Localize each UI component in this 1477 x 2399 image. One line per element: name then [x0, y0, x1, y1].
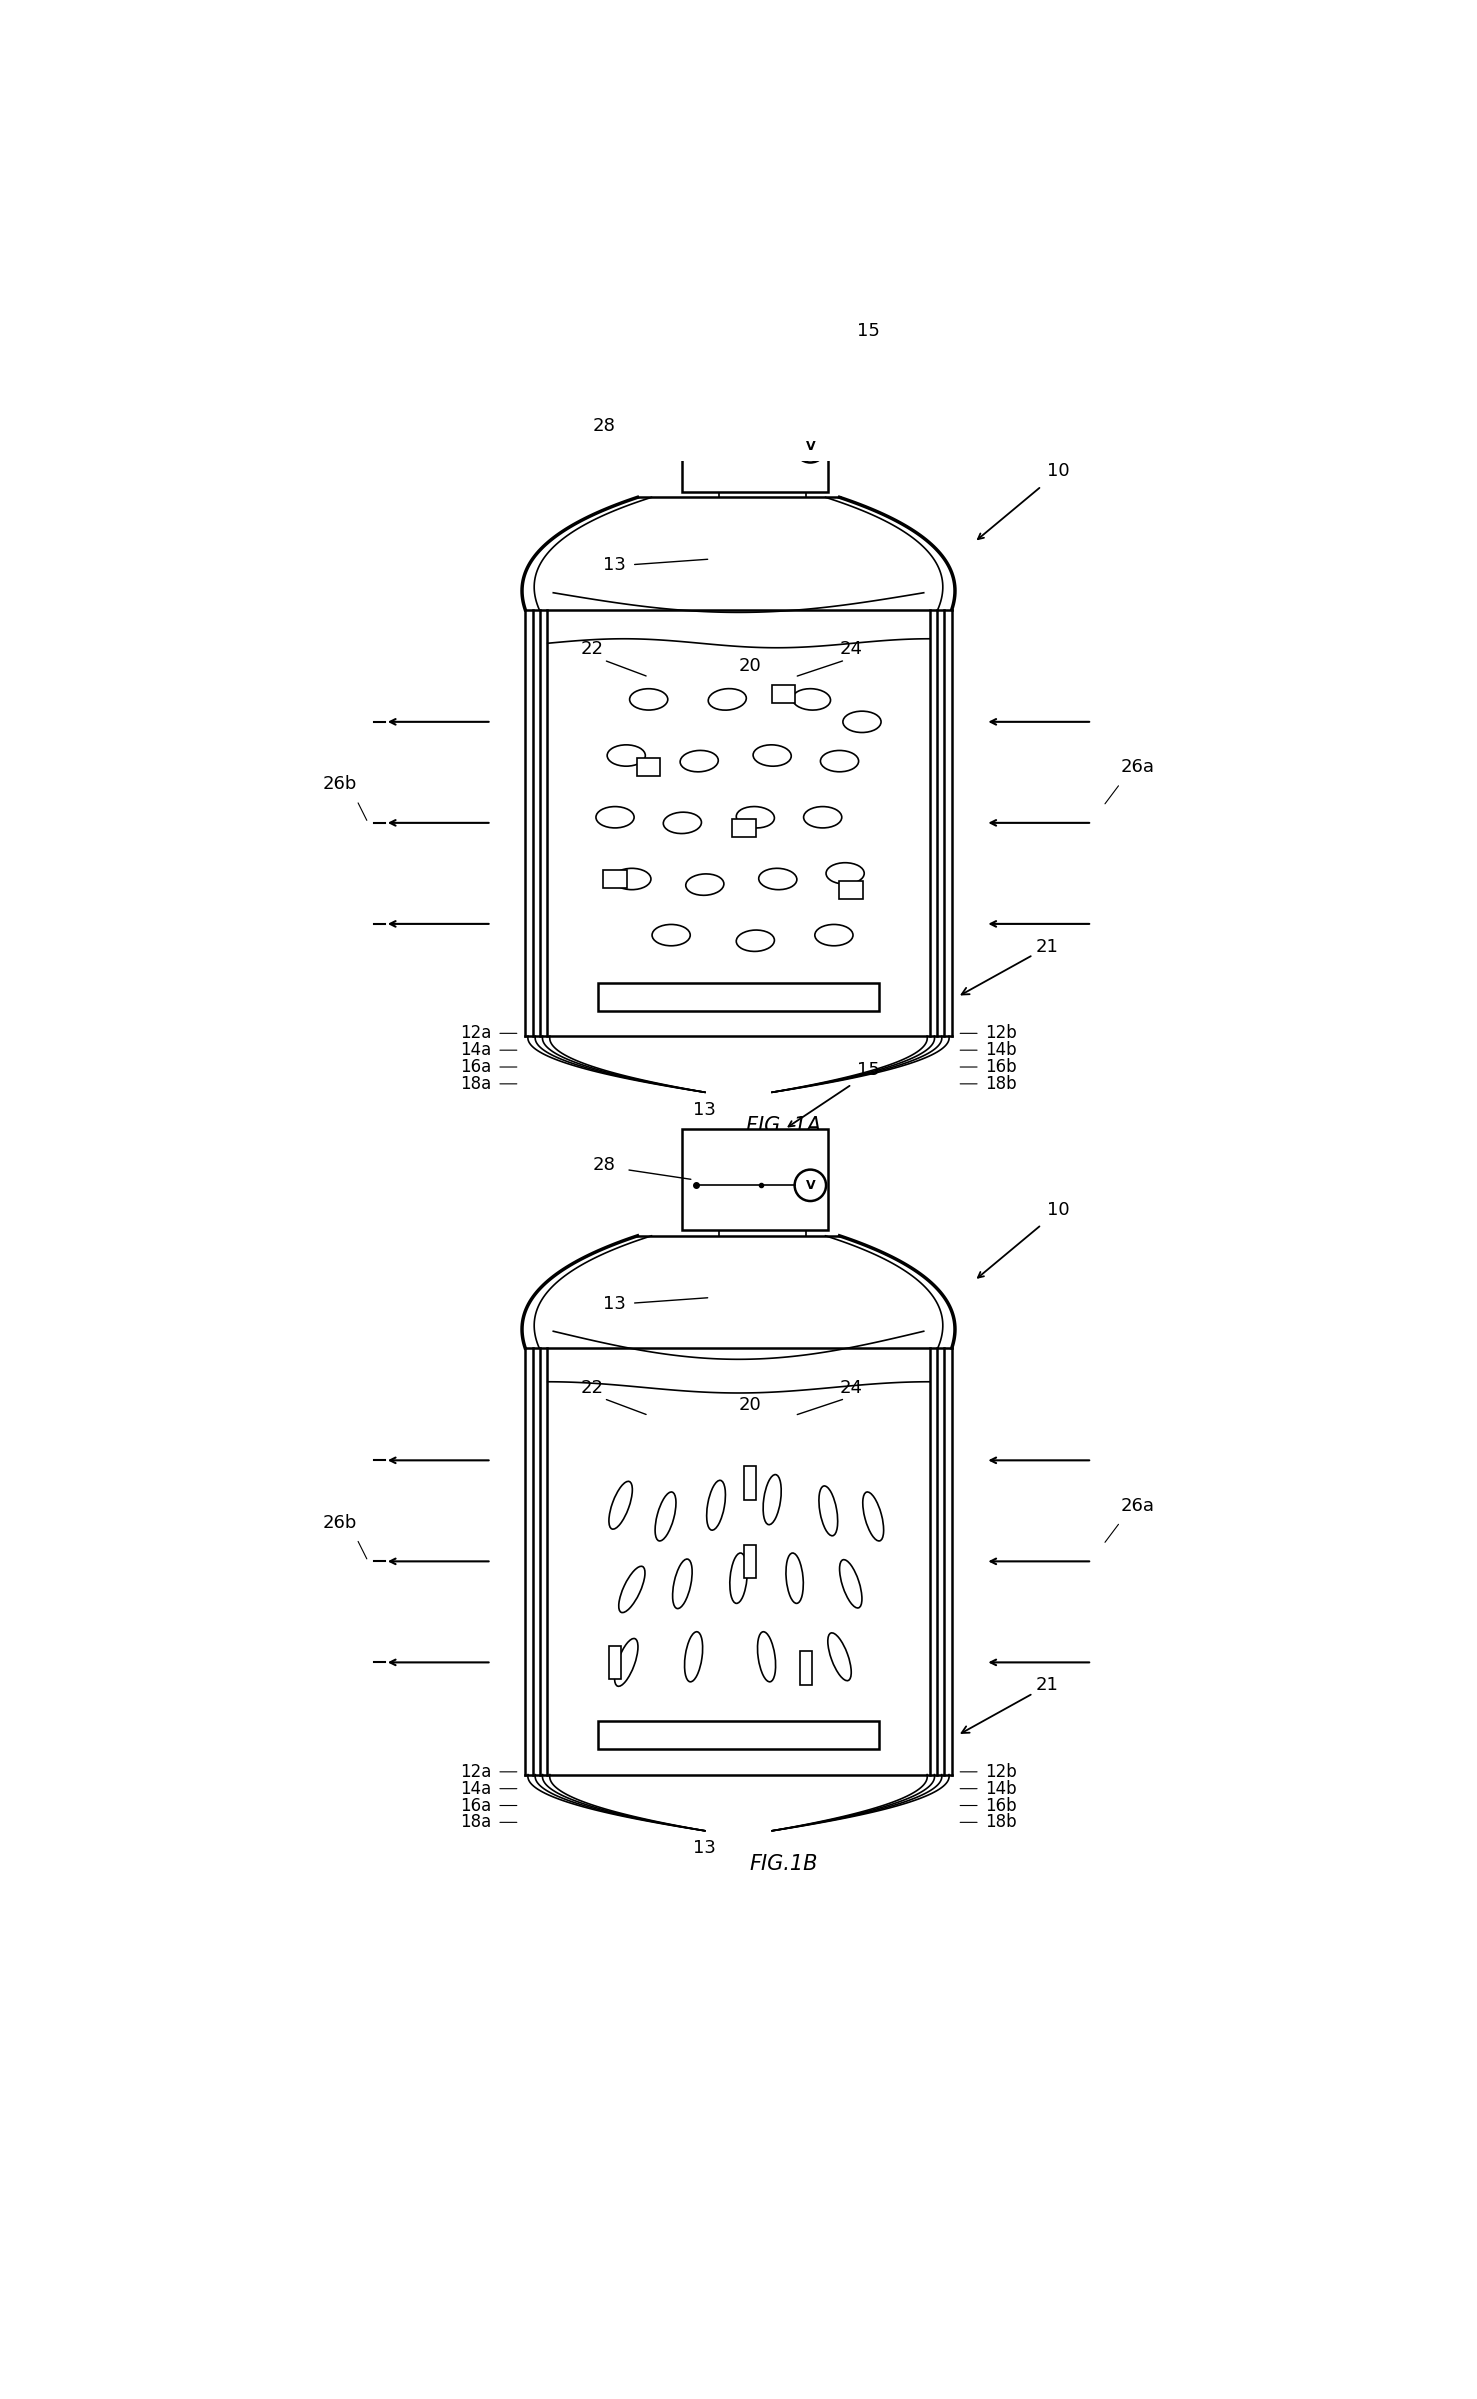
Bar: [637, 758, 660, 775]
Ellipse shape: [651, 924, 690, 945]
Text: 24: 24: [839, 1379, 863, 1396]
Ellipse shape: [595, 806, 634, 828]
Text: 18b: 18b: [985, 1075, 1018, 1094]
Text: FIG.1B: FIG.1B: [749, 1854, 818, 1874]
Text: 18a: 18a: [461, 1075, 492, 1094]
Text: 13: 13: [604, 1295, 626, 1312]
Text: 16b: 16b: [985, 1797, 1018, 1814]
Text: 12b: 12b: [985, 1024, 1018, 1041]
Text: 28: 28: [592, 1156, 614, 1173]
Text: 20: 20: [738, 1396, 761, 1413]
Ellipse shape: [663, 813, 702, 832]
Text: 26a: 26a: [1120, 758, 1154, 777]
Text: 18b: 18b: [985, 1814, 1018, 1830]
Text: 24: 24: [839, 641, 863, 657]
Text: 26b: 26b: [322, 1514, 357, 1531]
Bar: [598, 984, 879, 1010]
Text: 16b: 16b: [985, 1058, 1018, 1077]
Circle shape: [795, 1171, 826, 1202]
Bar: [682, 391, 829, 492]
Text: 13: 13: [693, 1840, 716, 1857]
Text: 21: 21: [962, 938, 1059, 996]
Text: 26b: 26b: [322, 775, 357, 794]
Text: V: V: [805, 1178, 815, 1192]
Ellipse shape: [764, 1475, 781, 1526]
Text: 28: 28: [592, 417, 614, 434]
Ellipse shape: [619, 1567, 645, 1612]
Text: 18a: 18a: [461, 1814, 492, 1830]
Ellipse shape: [843, 710, 882, 732]
Bar: [771, 684, 795, 703]
Text: 14b: 14b: [985, 1780, 1018, 1797]
Bar: [598, 1722, 879, 1749]
Ellipse shape: [709, 689, 746, 710]
Ellipse shape: [820, 751, 858, 772]
Text: 15: 15: [858, 321, 880, 341]
Bar: [743, 1466, 756, 1499]
Ellipse shape: [839, 1559, 863, 1607]
Bar: [839, 880, 863, 900]
Ellipse shape: [609, 1480, 632, 1528]
Ellipse shape: [679, 751, 718, 772]
Text: 21: 21: [962, 1677, 1059, 1732]
Text: 12a: 12a: [461, 1024, 492, 1041]
Text: 22: 22: [580, 1379, 604, 1396]
Text: 16a: 16a: [461, 1058, 492, 1077]
Ellipse shape: [863, 1492, 883, 1540]
Text: V: V: [805, 441, 815, 453]
Ellipse shape: [792, 689, 830, 710]
Ellipse shape: [656, 1492, 676, 1540]
Text: 13: 13: [604, 557, 626, 573]
Text: FIG. 1A: FIG. 1A: [746, 1116, 821, 1135]
Ellipse shape: [685, 873, 724, 895]
Ellipse shape: [607, 744, 645, 765]
Ellipse shape: [759, 868, 798, 890]
Bar: [682, 1130, 829, 1231]
Ellipse shape: [684, 1631, 703, 1682]
Text: 14b: 14b: [985, 1041, 1018, 1060]
Ellipse shape: [758, 1631, 775, 1682]
Ellipse shape: [786, 1552, 803, 1603]
Ellipse shape: [672, 1559, 693, 1610]
Bar: [743, 1545, 756, 1579]
Ellipse shape: [614, 1639, 638, 1686]
Text: 12b: 12b: [985, 1763, 1018, 1780]
Text: 10: 10: [1047, 1202, 1069, 1219]
Text: 22: 22: [580, 641, 604, 657]
Text: 15: 15: [858, 1060, 880, 1080]
Circle shape: [795, 432, 826, 463]
Text: 10: 10: [1047, 463, 1069, 480]
Ellipse shape: [613, 868, 651, 890]
Ellipse shape: [730, 1552, 747, 1603]
Bar: [799, 1651, 812, 1684]
Text: 20: 20: [738, 657, 761, 677]
Ellipse shape: [827, 1634, 851, 1682]
Text: 12a: 12a: [461, 1763, 492, 1780]
Text: 14a: 14a: [461, 1780, 492, 1797]
Ellipse shape: [803, 806, 842, 828]
Text: 14a: 14a: [461, 1041, 492, 1060]
Ellipse shape: [736, 931, 774, 952]
Ellipse shape: [818, 1485, 837, 1535]
Ellipse shape: [753, 744, 792, 765]
Ellipse shape: [736, 806, 774, 828]
Bar: [603, 871, 626, 888]
Ellipse shape: [629, 689, 668, 710]
Bar: [609, 1646, 622, 1679]
Bar: [733, 820, 756, 837]
Text: 16a: 16a: [461, 1797, 492, 1814]
Text: 26a: 26a: [1120, 1497, 1154, 1514]
Ellipse shape: [826, 864, 864, 885]
Ellipse shape: [815, 924, 854, 945]
Ellipse shape: [706, 1480, 725, 1531]
Text: 13: 13: [693, 1101, 716, 1118]
